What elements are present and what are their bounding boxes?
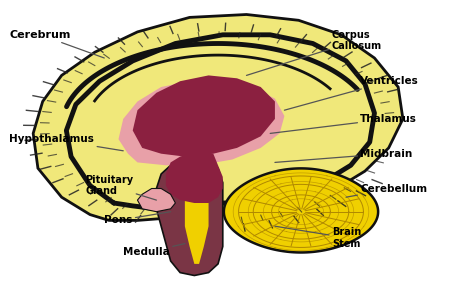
Text: Cerebellum: Cerebellum — [346, 184, 428, 197]
Text: Hypothalamus: Hypothalamus — [9, 134, 123, 151]
Text: Cerebrum: Cerebrum — [9, 30, 104, 58]
Text: Brain
Stem: Brain Stem — [275, 226, 361, 249]
Text: Pituitary
Gland: Pituitary Gland — [85, 175, 156, 200]
Text: Corpus
Callosum: Corpus Callosum — [246, 30, 382, 75]
Polygon shape — [33, 14, 403, 220]
Text: Pons: Pons — [104, 212, 171, 225]
Polygon shape — [133, 75, 275, 157]
Text: Thalamus: Thalamus — [270, 114, 417, 133]
Text: Ventricles: Ventricles — [284, 76, 419, 110]
Polygon shape — [137, 188, 175, 212]
Polygon shape — [118, 81, 284, 165]
Text: Midbrain: Midbrain — [275, 149, 412, 162]
Polygon shape — [185, 165, 209, 264]
Text: Medulla: Medulla — [123, 244, 185, 257]
Polygon shape — [166, 151, 223, 203]
Polygon shape — [224, 168, 378, 253]
Polygon shape — [156, 157, 223, 276]
